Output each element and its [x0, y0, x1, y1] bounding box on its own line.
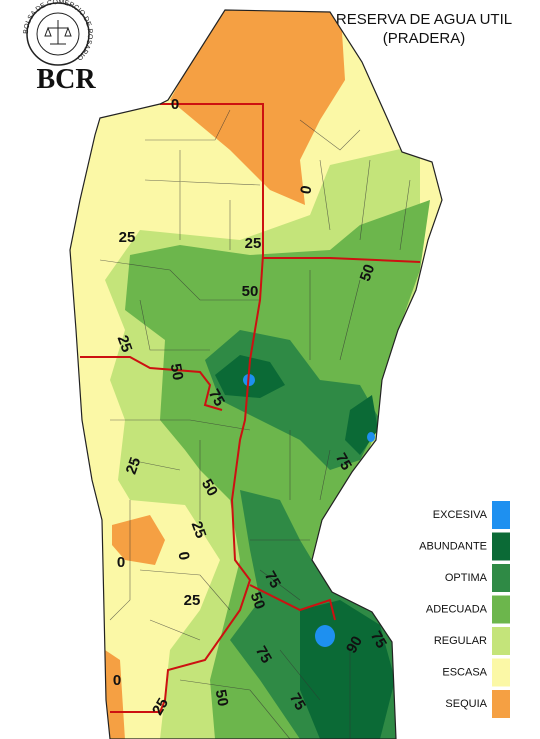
legend-swatch — [492, 564, 510, 592]
zone-excesiva — [315, 625, 335, 647]
contour-label: 75 — [252, 643, 275, 666]
contour-label: 75 — [332, 450, 355, 473]
legend-swatch — [492, 595, 510, 624]
legend-swatch — [492, 532, 510, 561]
contour-label: 25 — [188, 519, 210, 540]
zone-sequia — [170, 10, 345, 205]
title-line: (PRADERA) — [383, 30, 466, 47]
contour-label: 0 — [171, 96, 179, 113]
legend-swatch — [492, 658, 510, 687]
contour-label: 75 — [261, 568, 284, 591]
legend-label: EXCESIVA — [433, 509, 488, 521]
logo-ring — [26, 2, 90, 66]
zone-abundante — [300, 600, 395, 739]
contour-label: 0 — [297, 184, 315, 195]
logo: BOLSA DE COMERCIO DE ROSARIO BCR — [23, 0, 96, 95]
map — [70, 10, 442, 739]
zone-sequia — [112, 515, 165, 565]
contour-label: 50 — [212, 688, 232, 707]
contour-label: 25 — [114, 333, 136, 354]
legend-label: REGULAR — [434, 635, 487, 647]
contour-label: 50 — [247, 590, 269, 611]
contour-label: 50 — [357, 262, 379, 283]
contour-label: 25 — [149, 695, 172, 718]
contour-label: 25 — [119, 229, 136, 246]
contour-label: 50 — [242, 283, 259, 300]
contour-label: 25 — [184, 592, 201, 609]
logo-inner-ring — [36, 12, 80, 56]
legend-label: SEQUIA — [445, 698, 487, 710]
legend: EXCESIVA ABUNDANTE OPTIMA ADECUADA REGULAR ES… — [419, 501, 510, 718]
district-borders — [99, 109, 411, 739]
logo-emblem — [44, 20, 72, 45]
title-line: RESERVA DE AGUA UTIL — [336, 11, 512, 28]
contour-label: 50 — [167, 362, 187, 381]
legend-swatch — [492, 627, 510, 655]
legend-swatch — [492, 690, 510, 718]
contour-label: 50 — [198, 476, 221, 499]
legend-swatch — [492, 501, 510, 529]
contour-label: 0 — [113, 672, 121, 689]
contour-label: 75 — [286, 690, 309, 713]
contour-label: 25 — [123, 455, 145, 476]
logo-acronym: BCR — [36, 64, 96, 95]
legend-label: ESCASA — [442, 666, 487, 678]
legend-label: ADECUADA — [426, 603, 488, 615]
contour-label: 25 — [245, 235, 262, 252]
contour-label: 75 — [367, 628, 390, 651]
contour-label: 0 — [117, 554, 125, 571]
contour-label: 75 — [205, 386, 228, 409]
contour-label: 0 — [174, 550, 192, 561]
region-borders — [80, 103, 421, 713]
legend-label: OPTIMA — [445, 572, 488, 584]
zone-excesiva — [367, 432, 375, 442]
contour-label: 90 — [343, 633, 366, 656]
legend-label: ABUNDANTE — [419, 540, 487, 552]
